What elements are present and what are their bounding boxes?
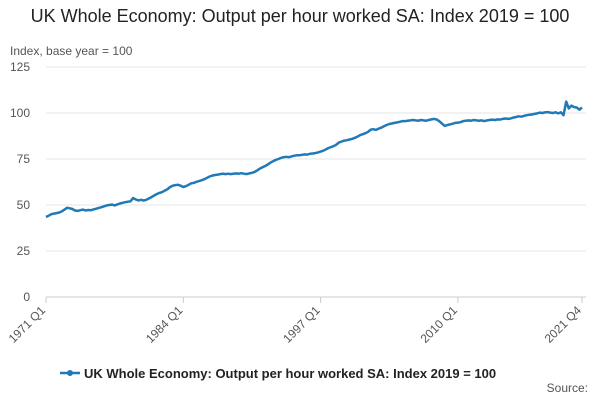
legend-marker (67, 370, 73, 376)
chart-title: UK Whole Economy: Output per hour worked… (30, 6, 570, 26)
y-tick-label: 50 (17, 198, 31, 212)
x-tick-label: 1984 Q1 (143, 303, 186, 346)
y-tick-label: 75 (17, 152, 31, 166)
y-axis-label: Index, base year = 100 (10, 44, 133, 58)
line (45, 100, 583, 219)
x-tick-label: 2010 Q1 (418, 303, 461, 346)
source: Source: (547, 381, 588, 395)
x-tick-label: 1971 Q1 (6, 303, 49, 346)
legend-label: UK Whole Economy: Output per hour worked… (84, 366, 496, 381)
x-tick-label: 2021 Q4 (542, 303, 585, 346)
x-tick-label: 1997 Q1 (280, 303, 323, 346)
y-tick-label: 100 (10, 106, 30, 120)
y-tick-label: 0 (23, 290, 30, 304)
y-tick-label: 25 (17, 244, 31, 258)
y-tick-label: 125 (10, 60, 30, 74)
